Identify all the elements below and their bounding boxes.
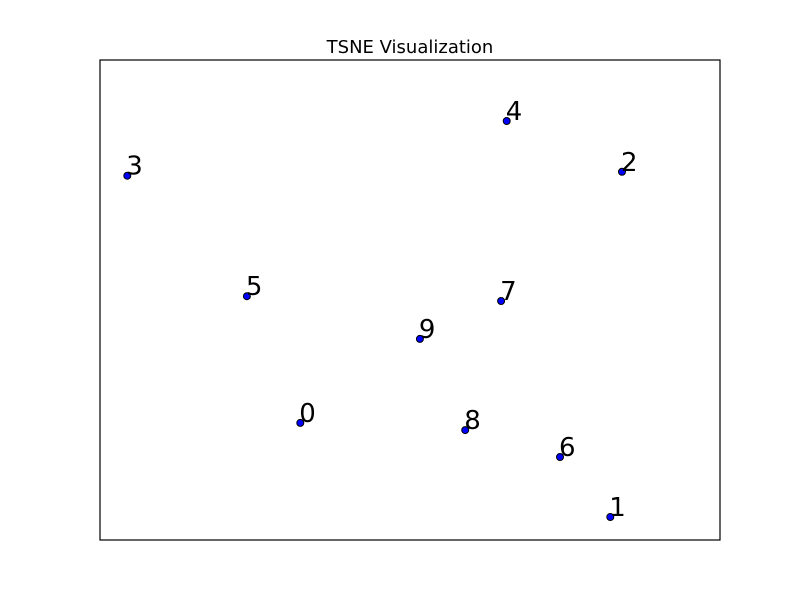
point-label-1: 1 bbox=[609, 493, 626, 523]
point-label-9: 9 bbox=[419, 315, 436, 345]
scatter-point-5 bbox=[242, 292, 251, 301]
scatter-point-3 bbox=[123, 171, 132, 180]
scatter-point-1 bbox=[606, 513, 615, 521]
scatter-point-0 bbox=[296, 418, 305, 427]
point-label-5: 5 bbox=[246, 272, 263, 302]
point-label-3: 3 bbox=[126, 152, 143, 182]
point-label-0: 0 bbox=[299, 399, 316, 429]
point-label-4: 4 bbox=[506, 97, 523, 127]
data-points: 0 1 2 3 4 5 6 7 8 9 bbox=[123, 97, 638, 523]
point-label-8: 8 bbox=[464, 406, 481, 436]
chart-title: TSNE Visualization bbox=[326, 37, 494, 58]
scatter-point-7 bbox=[497, 297, 506, 305]
scatter-point-4 bbox=[502, 117, 511, 125]
scatter-point-6 bbox=[556, 453, 564, 461]
scatter-point-9 bbox=[415, 334, 424, 343]
point-label-2: 2 bbox=[621, 148, 638, 178]
plot-area bbox=[99, 59, 721, 541]
scatter-point-8 bbox=[461, 426, 470, 435]
point-label-7: 7 bbox=[500, 277, 517, 307]
scatter-point-2 bbox=[618, 167, 626, 176]
point-label-6: 6 bbox=[559, 433, 576, 463]
